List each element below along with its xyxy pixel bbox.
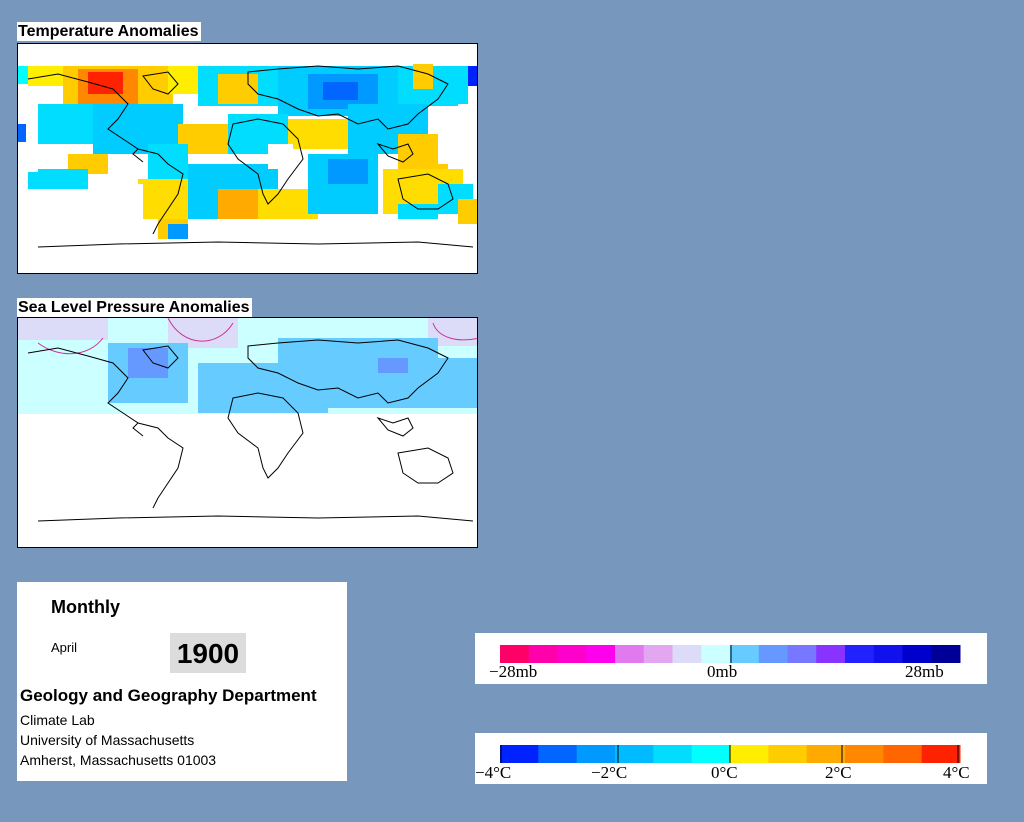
legend-swatch xyxy=(615,745,654,763)
year-display: 1900 xyxy=(170,633,246,673)
temperature-tick-plus2: 2°C xyxy=(825,763,852,782)
legend-swatch xyxy=(653,745,693,763)
legend-swatch xyxy=(691,745,731,763)
pressure-map-title: Sea Level Pressure Anomalies xyxy=(17,298,252,317)
address-line: Climate Lab xyxy=(20,712,95,728)
period-label: Monthly xyxy=(51,597,120,617)
pressure-tick-min: −28mb xyxy=(489,662,537,681)
temperature-map-title: Temperature Anomalies xyxy=(17,22,201,41)
legend-swatch xyxy=(845,645,875,663)
legend-swatch xyxy=(902,645,932,663)
legend-swatch xyxy=(758,645,788,663)
legend-swatch xyxy=(538,745,578,763)
pressure-color-scale xyxy=(500,645,961,663)
legend-swatch xyxy=(672,645,702,663)
address-line: Amherst, Massachusetts 01003 xyxy=(20,752,217,768)
legend-swatch xyxy=(615,645,645,663)
legend-swatch xyxy=(586,645,616,663)
legend-swatch xyxy=(500,645,530,663)
legend-swatch xyxy=(528,645,558,663)
coastline-outlines xyxy=(27,65,474,248)
legend-swatch xyxy=(768,745,808,763)
temperature-tick-minus4: −4°C xyxy=(475,763,511,782)
temperature-tick-minus2: −2°C xyxy=(591,763,627,782)
temperature-anomaly-map xyxy=(17,43,478,274)
legend-swatch xyxy=(883,745,923,763)
legend-swatch xyxy=(643,645,673,663)
legend-swatch xyxy=(873,645,903,663)
legend-swatch xyxy=(845,745,884,763)
department-label: Geology and Geography Department xyxy=(20,686,317,705)
coastline-outlines xyxy=(27,339,474,522)
legend-swatch xyxy=(806,745,846,763)
temperature-anomaly-field xyxy=(18,64,477,239)
legend-swatch xyxy=(730,645,760,663)
temperature-legend: −4°C −2°C 0°C 2°C 4°C xyxy=(475,733,987,784)
legend-swatch xyxy=(921,745,961,763)
legend-swatch xyxy=(500,745,539,763)
pressure-legend: −28mb 0mb 28mb xyxy=(475,633,987,684)
pressure-anomaly-map xyxy=(17,317,478,548)
legend-swatch xyxy=(931,645,961,663)
temperature-tick-zero: 0°C xyxy=(711,763,738,782)
pressure-tick-max: 28mb xyxy=(905,662,944,681)
legend-swatch xyxy=(787,645,817,663)
legend-swatch xyxy=(730,745,769,763)
legend-swatch xyxy=(557,645,587,663)
address-line: University of Massachusetts xyxy=(20,732,195,748)
legend-swatch xyxy=(576,745,616,763)
legend-swatch xyxy=(816,645,846,663)
info-panel: Monthly April 1900 Geology and Geography… xyxy=(17,582,347,781)
legend-swatch xyxy=(701,645,731,663)
temperature-color-scale xyxy=(500,745,961,763)
month-label: April xyxy=(51,640,78,655)
pressure-anomaly-field xyxy=(18,318,477,414)
temperature-tick-plus4: 4°C xyxy=(943,763,970,782)
pressure-tick-zero: 0mb xyxy=(707,662,737,681)
